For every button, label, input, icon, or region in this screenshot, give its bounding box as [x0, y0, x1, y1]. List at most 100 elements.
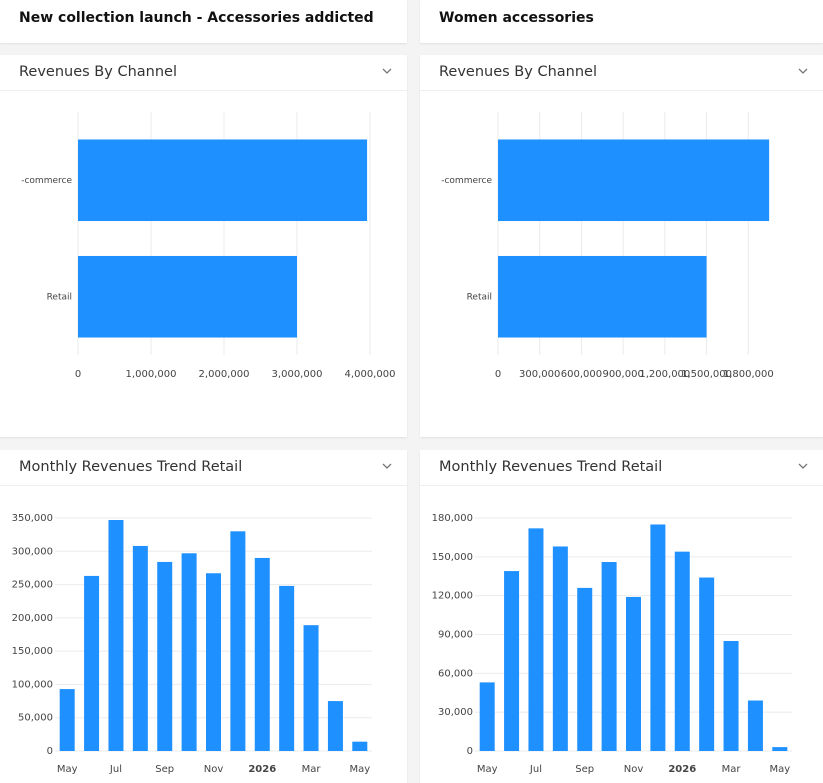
- bar: [59, 689, 75, 751]
- x-tick-label: 1,500,000: [681, 369, 732, 380]
- y-tick-label: 90,000: [438, 630, 473, 641]
- header-card: Women accessories: [420, 0, 823, 43]
- bar: [303, 625, 319, 751]
- bar: [132, 545, 148, 751]
- collapse-chevron[interactable]: [382, 463, 392, 469]
- chart: 0 300,000 600,000 900,0001,200,0001,500,000…: [441, 68, 808, 380]
- y-tick-label: 350,000: [12, 513, 53, 524]
- y-tick-label: 100,000: [12, 679, 53, 690]
- y-tick-label: 60,000: [438, 668, 473, 679]
- header-title: New collection launch - Accessories addi…: [19, 10, 374, 26]
- bar: [723, 640, 739, 751]
- y-tick-label: Retail: [47, 292, 72, 302]
- bar: [181, 553, 197, 751]
- bar: [84, 575, 100, 751]
- chart-card: Monthly Revenues Trend Retail 0 50,000 100,…: [0, 450, 407, 783]
- bar: [772, 747, 788, 751]
- separator: [0, 485, 407, 486]
- x-tick-label: 0: [495, 369, 501, 380]
- y-tick-label: 200,000: [12, 613, 53, 624]
- bar: [230, 531, 246, 751]
- x-tick-label: 0: [75, 369, 81, 380]
- y-tick-label: Retail: [467, 292, 492, 302]
- bar: [650, 524, 666, 751]
- x-tick-label: Sep: [575, 764, 594, 775]
- bar: [498, 139, 770, 222]
- x-tick-label: Nov: [204, 764, 224, 775]
- x-tick-label: Jul: [109, 764, 122, 775]
- x-tick-label: 1,200,000: [639, 369, 690, 380]
- x-tick-label: 1,000,000: [126, 369, 177, 380]
- y-tick-label: 0: [467, 746, 473, 757]
- chart-card: Revenues By Channel 0 300,000 600,000 900,00…: [420, 55, 823, 437]
- bar: [674, 551, 690, 751]
- y-tick-label: 50,000: [18, 713, 53, 724]
- x-tick-label: 3,000,000: [272, 369, 323, 380]
- bar: [78, 139, 368, 222]
- chart-card: Monthly Revenues Trend Retail 0 30,000 60,0…: [420, 450, 823, 783]
- x-tick-label: 900,000: [602, 369, 643, 380]
- y-tick-label: 30,000: [438, 707, 473, 718]
- x-tick-label: Mar: [722, 764, 742, 775]
- x-tick-label: Nov: [624, 764, 644, 775]
- x-tick-label: May: [477, 764, 498, 775]
- bar: [504, 571, 520, 751]
- bar: [327, 701, 343, 751]
- bar: [78, 255, 297, 338]
- chart-title: Monthly Revenues Trend Retail: [19, 459, 243, 475]
- x-tick-label: May: [57, 764, 78, 775]
- x-tick-label: 1,800,000: [723, 369, 774, 380]
- x-tick-label: Sep: [155, 764, 174, 775]
- x-tick-label: 600,000: [561, 369, 602, 380]
- bar: [157, 561, 173, 751]
- collapse-chevron[interactable]: [382, 68, 392, 74]
- x-tick-label: May: [349, 764, 370, 775]
- y-tick-label: -commerce: [441, 176, 492, 186]
- bar: [498, 255, 707, 338]
- y-tick-label: 180,000: [432, 513, 473, 524]
- y-tick-label: 150,000: [12, 646, 53, 657]
- bar: [528, 528, 544, 751]
- bar: [577, 587, 593, 751]
- collapse-chevron[interactable]: [798, 68, 808, 74]
- bar: [352, 741, 368, 751]
- x-tick-label: Mar: [302, 764, 322, 775]
- separator: [0, 90, 407, 91]
- header-title: Women accessories: [439, 10, 594, 26]
- x-tick-label: 300,000: [519, 369, 560, 380]
- bar: [699, 577, 715, 751]
- x-tick-label: Jul: [529, 764, 542, 775]
- bar: [206, 573, 221, 751]
- x-tick-label: 2,000,000: [199, 369, 250, 380]
- bar: [601, 562, 617, 751]
- y-tick-label: 300,000: [12, 546, 53, 557]
- separator: [420, 485, 823, 486]
- x-tick-label: 4,000,000: [345, 369, 396, 380]
- chart-card: Revenues By Channel 0 1,000,000 2,000,000 3,…: [0, 55, 407, 437]
- y-tick-label: 0: [47, 746, 53, 757]
- chart-title: Revenues By Channel: [439, 64, 597, 80]
- y-tick-label: -commerce: [21, 176, 72, 186]
- y-tick-label: 120,000: [432, 591, 473, 602]
- bar: [626, 596, 641, 751]
- y-tick-label: 250,000: [12, 580, 53, 591]
- bar: [108, 519, 124, 751]
- bar: [747, 700, 763, 751]
- bar: [279, 585, 295, 751]
- bar: [254, 557, 270, 751]
- bar: [479, 682, 495, 751]
- chart: 0 30,000 60,000 90,000 120,000 150,000 180,000…: [432, 463, 808, 775]
- separator: [420, 90, 823, 91]
- header-card: New collection launch - Accessories addi…: [0, 0, 407, 43]
- chart-title: Revenues By Channel: [19, 64, 177, 80]
- chart: 0 50,000 100,000 150,000 200,000 250,000 300,0…: [12, 463, 392, 775]
- x-tick-label: 2026: [248, 764, 276, 775]
- x-tick-label: 2026: [668, 764, 696, 775]
- chart: 0 1,000,000 2,000,000 3,000,000 4,000,000 -co…: [21, 68, 396, 380]
- collapse-chevron[interactable]: [798, 463, 808, 469]
- x-tick-label: May: [769, 764, 790, 775]
- y-tick-label: 150,000: [432, 552, 473, 563]
- chart-title: Monthly Revenues Trend Retail: [439, 459, 663, 475]
- bar: [552, 546, 568, 751]
